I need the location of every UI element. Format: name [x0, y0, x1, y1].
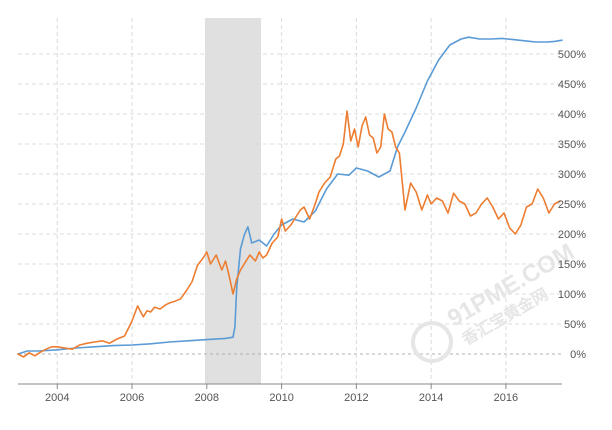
y-tick-label: 150%: [558, 259, 586, 271]
y-tick-label: 50%: [564, 319, 586, 331]
y-tick-label: 100%: [558, 289, 586, 301]
series-line-1: [17, 36, 563, 355]
x-tick-label: 2008: [195, 392, 219, 404]
x-tick-label: 2016: [494, 392, 518, 404]
y-tick-label: 450%: [558, 79, 586, 91]
x-tick-label: 2012: [344, 392, 368, 404]
y-tick-label: 300%: [558, 169, 586, 181]
recession-band-layer: [204, 18, 262, 384]
axis-layer: 2004 2006 2008 2010 2012 2014 2016 0% 50% 100% 150…: [18, 49, 586, 404]
x-tick-label: 2014: [419, 392, 443, 404]
y-tick-label: 0%: [570, 349, 586, 361]
y-tick-label: 350%: [558, 139, 586, 151]
y-tick-label: 500%: [558, 49, 586, 61]
recession-band: [204, 18, 262, 384]
y-tick-label: 200%: [558, 229, 586, 241]
series-line-2: [17, 110, 561, 358]
x-tick-label: 2006: [120, 392, 144, 404]
x-tick-label: 2010: [269, 392, 293, 404]
watermark-logo-icon: [411, 321, 453, 363]
x-tick-label: 2004: [45, 392, 69, 404]
y-tick-label: 400%: [558, 109, 586, 121]
series-layer: [17, 36, 563, 358]
y-tick-label: 250%: [558, 199, 586, 211]
